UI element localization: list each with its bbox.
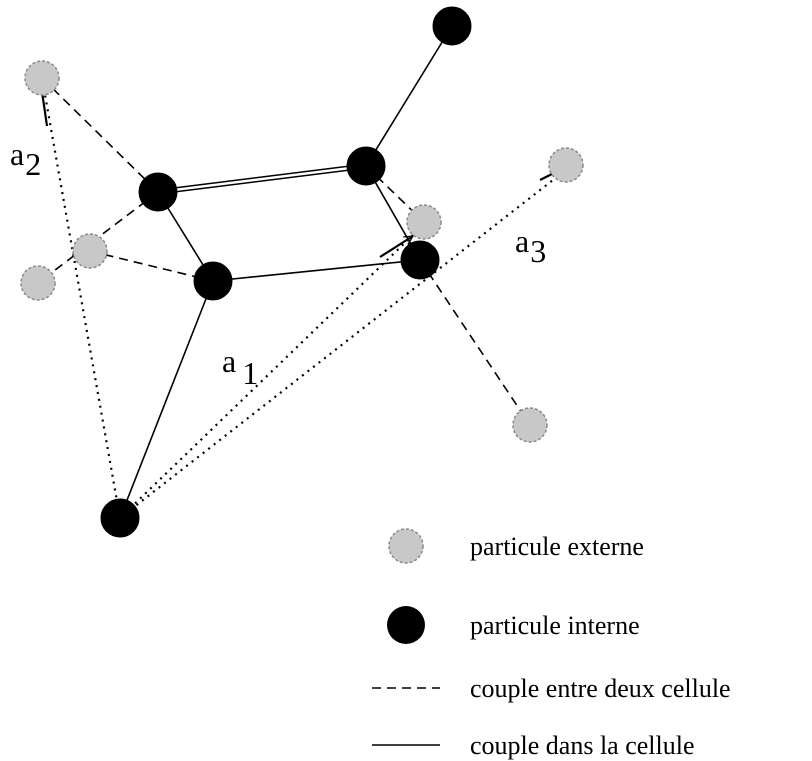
internal-particle: [100, 498, 140, 538]
legend-external-swatch: [388, 528, 424, 564]
internal-particles: [100, 6, 472, 538]
legend-within-label: couple dans la cellule: [470, 731, 695, 760]
bond-dashed: [89, 250, 214, 282]
legend-external-label: particule externe: [470, 532, 644, 561]
vector-a1-path: [119, 234, 414, 519]
external-particles: [20, 60, 584, 443]
bonds-between-cells: [37, 77, 531, 426]
external-particle: [72, 233, 108, 269]
vector-a3-path: [119, 161, 577, 519]
external-particle: [512, 407, 548, 443]
bond-double: [157, 163, 367, 191]
bond-dashed: [419, 259, 531, 426]
lattice-vectors: [40, 77, 577, 519]
external-particle: [20, 265, 56, 301]
bond-solid: [212, 259, 421, 282]
legend-internal-swatch: [387, 606, 425, 644]
vector-a3-label: a3: [515, 223, 546, 269]
external-particle: [24, 60, 60, 96]
bond-double: [157, 167, 367, 195]
legend-between-label: couple entre deux cellule: [470, 674, 731, 703]
bond-dashed: [41, 77, 159, 193]
bond-solid: [119, 280, 214, 519]
vector-a2-path: [40, 77, 122, 519]
legend: particule externe particule interne coup…: [372, 528, 731, 760]
internal-particle: [432, 6, 472, 46]
bond-solid: [365, 25, 453, 167]
bonds-within-cell: [119, 25, 453, 519]
internal-particle: [400, 240, 440, 280]
internal-particle: [138, 172, 178, 212]
internal-particle: [346, 146, 386, 186]
external-particle: [406, 204, 442, 240]
legend-internal-label: particule interne: [470, 611, 640, 640]
internal-particle: [193, 261, 233, 301]
external-particle: [548, 147, 584, 183]
vector-a2-label: a2: [10, 136, 41, 182]
